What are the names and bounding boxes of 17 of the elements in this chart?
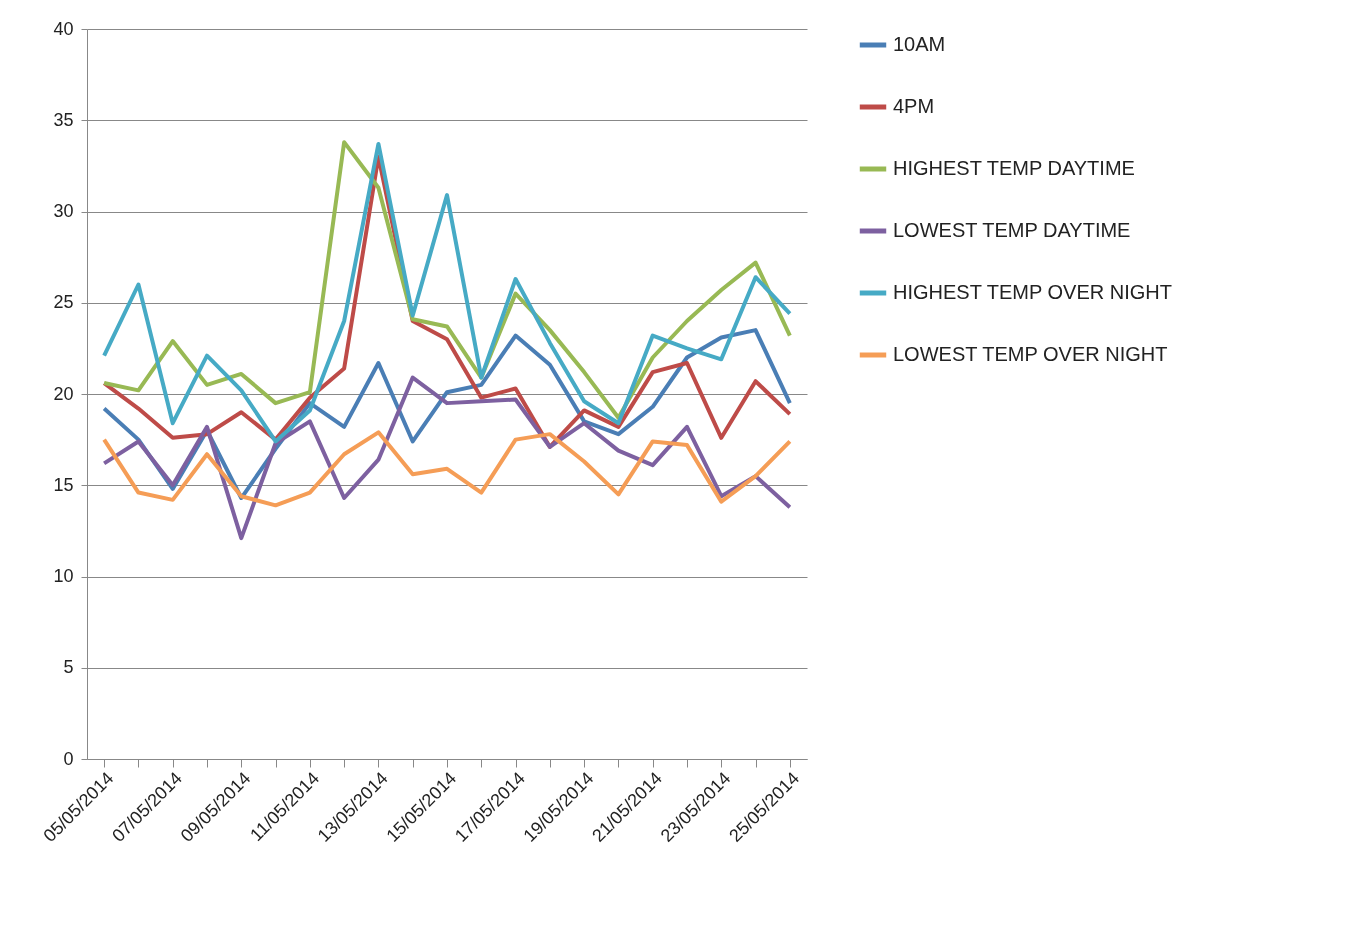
y-tick-label: 35 xyxy=(53,109,74,130)
y-tick-label: 0 xyxy=(63,748,74,769)
y-tick-label: 10 xyxy=(53,566,74,586)
y-tick-label: 30 xyxy=(53,201,74,221)
line-series xyxy=(102,375,792,541)
legend-label: HIGHEST TEMP OVER NIGHT xyxy=(893,281,1172,303)
legend-label: LOWEST TEMP DAYTIME xyxy=(893,219,1131,241)
y-tick-label: 40 xyxy=(53,18,74,39)
line-series xyxy=(102,430,792,508)
legend-label: 10AM xyxy=(893,33,946,55)
legend-label: HIGHEST TEMP DAYTIME xyxy=(893,157,1135,179)
y-tick-label: 25 xyxy=(53,292,74,313)
y-tick-label: 5 xyxy=(63,657,74,678)
y-tick-label: 15 xyxy=(53,474,74,495)
legend-label: 4PM xyxy=(893,95,935,117)
y-tick-label: 20 xyxy=(53,383,74,404)
legend-label: LOWEST TEMP OVER NIGHT xyxy=(893,343,1168,365)
